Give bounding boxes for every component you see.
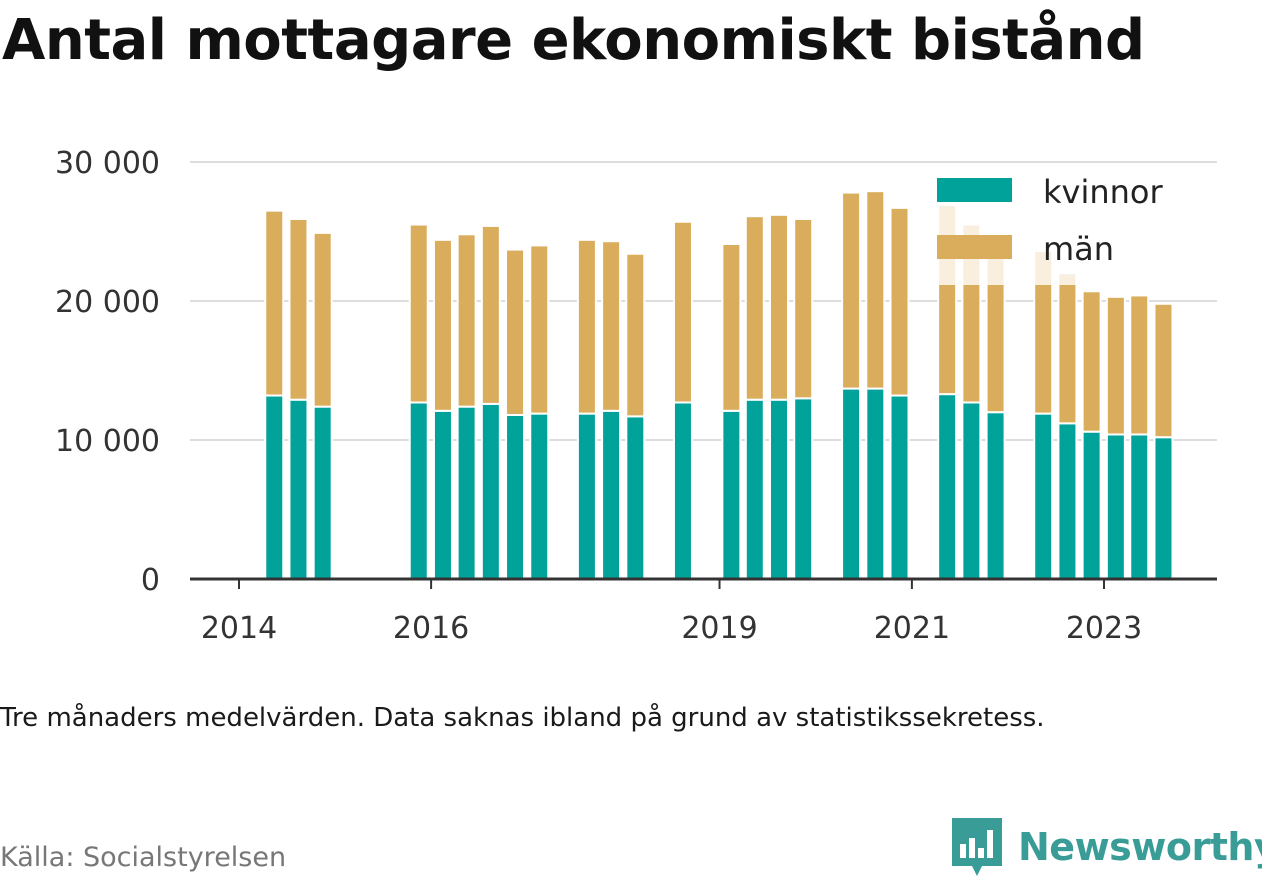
bar-kvinnor bbox=[480, 402, 501, 580]
source-note: Källa: Socialstyrelsen bbox=[0, 842, 287, 873]
bar-kvinnor bbox=[769, 398, 789, 580]
bar-man bbox=[625, 252, 646, 418]
bar-man bbox=[1105, 295, 1126, 436]
bar-man bbox=[721, 243, 742, 412]
bar-kvinnor bbox=[985, 411, 1006, 581]
bar-man bbox=[1057, 272, 1078, 425]
bar-kvinnor bbox=[576, 412, 597, 580]
bar-man bbox=[264, 209, 285, 397]
y-tick-label: 20 000 bbox=[55, 285, 160, 320]
bar-kvinnor bbox=[456, 405, 477, 581]
bar-kvinnor bbox=[672, 401, 693, 580]
legend-swatch-man bbox=[937, 235, 1012, 259]
bar-man bbox=[889, 206, 910, 397]
bar-kvinnor bbox=[601, 409, 622, 580]
bar-kvinnor bbox=[264, 394, 285, 580]
chart-title: Antal mottagare ekonomiskt bistånd bbox=[2, 8, 1145, 73]
bar-man bbox=[408, 223, 429, 404]
bar-kvinnor bbox=[505, 413, 526, 581]
bar-kvinnor bbox=[625, 415, 646, 580]
bar-kvinnor bbox=[1033, 412, 1054, 580]
legend-swatch-kvinnor bbox=[937, 178, 1012, 202]
bar-kvinnor bbox=[1153, 436, 1174, 580]
bar-kvinnor bbox=[1105, 433, 1126, 580]
bar-kvinnor bbox=[961, 401, 982, 580]
x-tick-label: 2014 bbox=[201, 611, 277, 646]
legend-label-man: män bbox=[1043, 230, 1114, 268]
bar-man bbox=[601, 240, 622, 412]
newsworthy-logo-icon bbox=[952, 818, 1002, 876]
bar-man bbox=[841, 191, 862, 390]
bar-man bbox=[744, 215, 765, 401]
bar-man bbox=[865, 190, 886, 390]
y-tick-label: 30 000 bbox=[55, 146, 160, 181]
bar-kvinnor bbox=[1129, 433, 1150, 580]
bar-kvinnor bbox=[432, 409, 453, 580]
bar-kvinnor bbox=[721, 409, 742, 580]
bar-kvinnor bbox=[529, 412, 550, 580]
bar-kvinnor bbox=[793, 397, 814, 580]
bar-man bbox=[312, 231, 333, 408]
chart-subtitle: Tre månaders medelvärden. Data saknas ib… bbox=[0, 703, 1045, 733]
bar-man bbox=[505, 248, 526, 416]
legend-label-kvinnor: kvinnor bbox=[1043, 173, 1164, 211]
bar-man bbox=[1081, 290, 1102, 433]
bar-man bbox=[769, 213, 789, 401]
x-tick-label: 2016 bbox=[393, 611, 469, 646]
y-tick-label: 10 000 bbox=[55, 424, 160, 459]
x-tick-label: 2021 bbox=[874, 611, 950, 646]
x-tick-label: 2019 bbox=[681, 611, 757, 646]
brand-logo-group: Newsworthy bbox=[952, 818, 1262, 876]
bar-kvinnor bbox=[1081, 430, 1102, 580]
bar-man bbox=[432, 238, 453, 412]
y-tick-label: 0 bbox=[141, 563, 160, 598]
bar-man bbox=[529, 244, 550, 415]
bar-kvinnor bbox=[288, 398, 309, 580]
bar-man bbox=[1129, 294, 1150, 436]
bar-man bbox=[793, 217, 814, 400]
bar-man bbox=[456, 233, 477, 408]
bar-man bbox=[288, 217, 309, 401]
x-tick-label: 2023 bbox=[1066, 611, 1142, 646]
bar-man bbox=[576, 238, 597, 415]
bar-kvinnor bbox=[1057, 422, 1078, 580]
bar-kvinnor bbox=[312, 405, 333, 581]
bars bbox=[264, 190, 1174, 581]
bar-kvinnor bbox=[889, 394, 910, 580]
bar-man bbox=[672, 220, 693, 404]
bar-man bbox=[1153, 302, 1174, 439]
bar-kvinnor bbox=[937, 393, 958, 580]
bar-kvinnor bbox=[841, 387, 862, 580]
bar-kvinnor bbox=[744, 398, 765, 580]
axes: 0 10 000 20 000 30 000 2014 2016 2019 2021 2023 bbox=[55, 146, 1217, 646]
brand-name: Newsworthy bbox=[1018, 825, 1262, 869]
legend: kvinnor män bbox=[923, 163, 1191, 285]
bar-kvinnor bbox=[865, 387, 886, 580]
bar-man bbox=[480, 224, 501, 405]
bar-kvinnor bbox=[408, 401, 429, 580]
